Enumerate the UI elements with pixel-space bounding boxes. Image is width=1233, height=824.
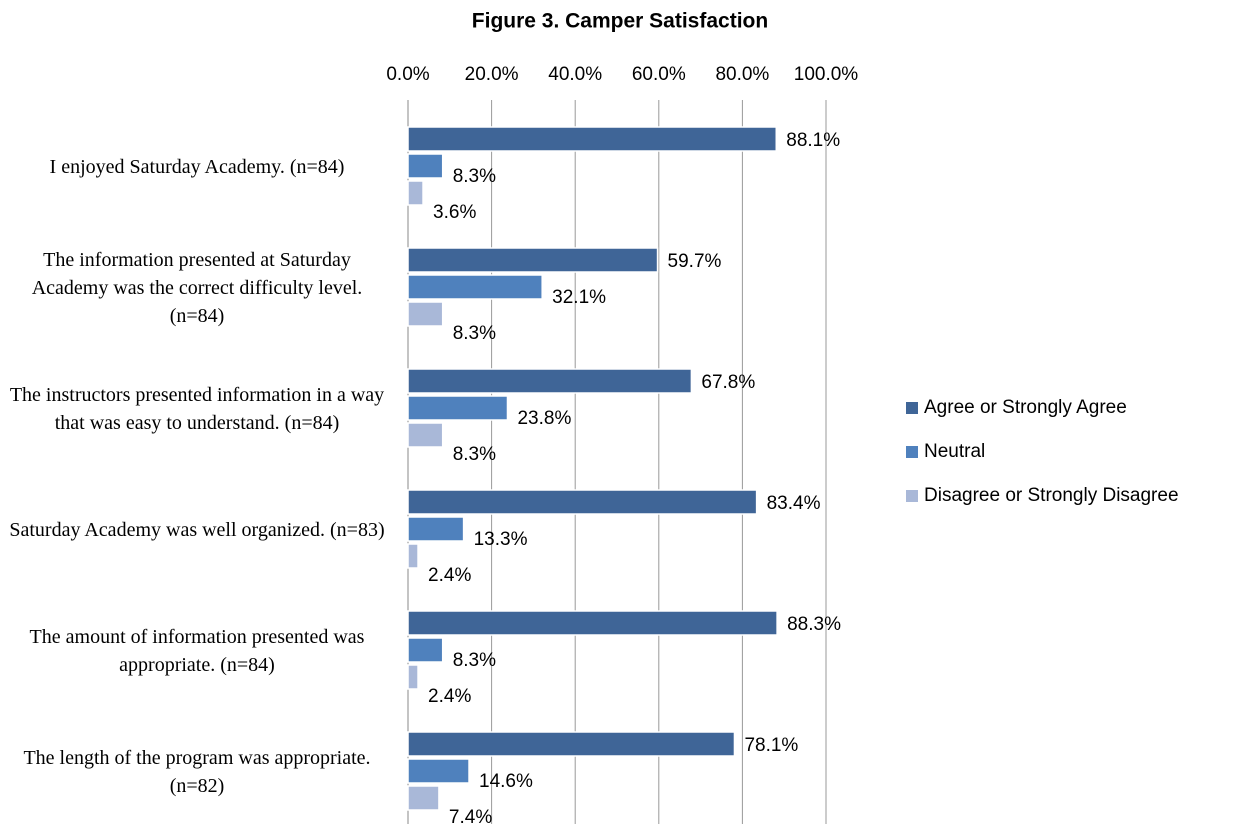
bar [407,489,758,515]
x-tick-label: 100.0% [794,64,859,85]
bar [407,274,543,300]
data-label: 3.6% [433,202,476,223]
bar [407,247,659,273]
bar [407,180,424,206]
bar [407,395,509,421]
bar [407,664,419,690]
x-tick-label: 80.0% [715,64,769,85]
data-label: 23.8% [517,408,571,429]
data-label: 88.3% [787,614,841,635]
bar [407,126,778,152]
data-label: 2.4% [428,565,471,586]
data-label: 8.3% [453,323,496,344]
bar [407,758,470,784]
bar [407,785,440,811]
bar [407,637,444,663]
bar [407,516,465,542]
legend-label: Neutral [924,441,985,462]
data-label: 2.4% [428,686,471,707]
category-label: The amount of information presented was … [29,626,365,676]
x-tick-label: 60.0% [632,64,686,85]
data-label: 14.6% [479,771,533,792]
data-label: 8.3% [453,444,496,465]
data-label: 59.7% [668,251,722,272]
category-label: The instructors presented information in… [9,384,385,434]
x-tick-label: 0.0% [386,64,429,85]
legend-label: Disagree or Strongly Disagree [924,485,1179,506]
data-label: 78.1% [744,735,798,756]
legend-label: Agree or Strongly Agree [924,397,1127,418]
x-tick-label: 40.0% [548,64,602,85]
bar [407,153,444,179]
data-label: 88.1% [786,130,840,151]
legend-swatch [906,446,918,458]
x-tick-label: 20.0% [465,64,519,85]
bar [407,301,444,327]
data-label: 8.3% [453,650,496,671]
bar [407,368,693,394]
data-label: 13.3% [474,529,528,550]
bar [407,731,736,757]
legend-swatch [906,402,918,414]
data-label: 83.4% [767,493,821,514]
chart-title: Figure 3. Camper Satisfaction [472,10,768,33]
category-label: The length of the program was appropriat… [23,747,371,797]
bar [407,543,419,569]
category-label: Saturday Academy was well organized. (n=… [9,519,385,541]
category-label: I enjoyed Saturday Academy. (n=84) [49,156,345,178]
bar [407,610,778,636]
data-label: 67.8% [701,372,755,393]
category-label: The information presented at Saturday Ac… [31,249,363,327]
data-label: 32.1% [552,287,606,308]
legend-swatch [906,490,918,502]
data-label: 8.3% [453,166,496,187]
bar [407,422,444,448]
data-label: 7.4% [449,807,492,824]
